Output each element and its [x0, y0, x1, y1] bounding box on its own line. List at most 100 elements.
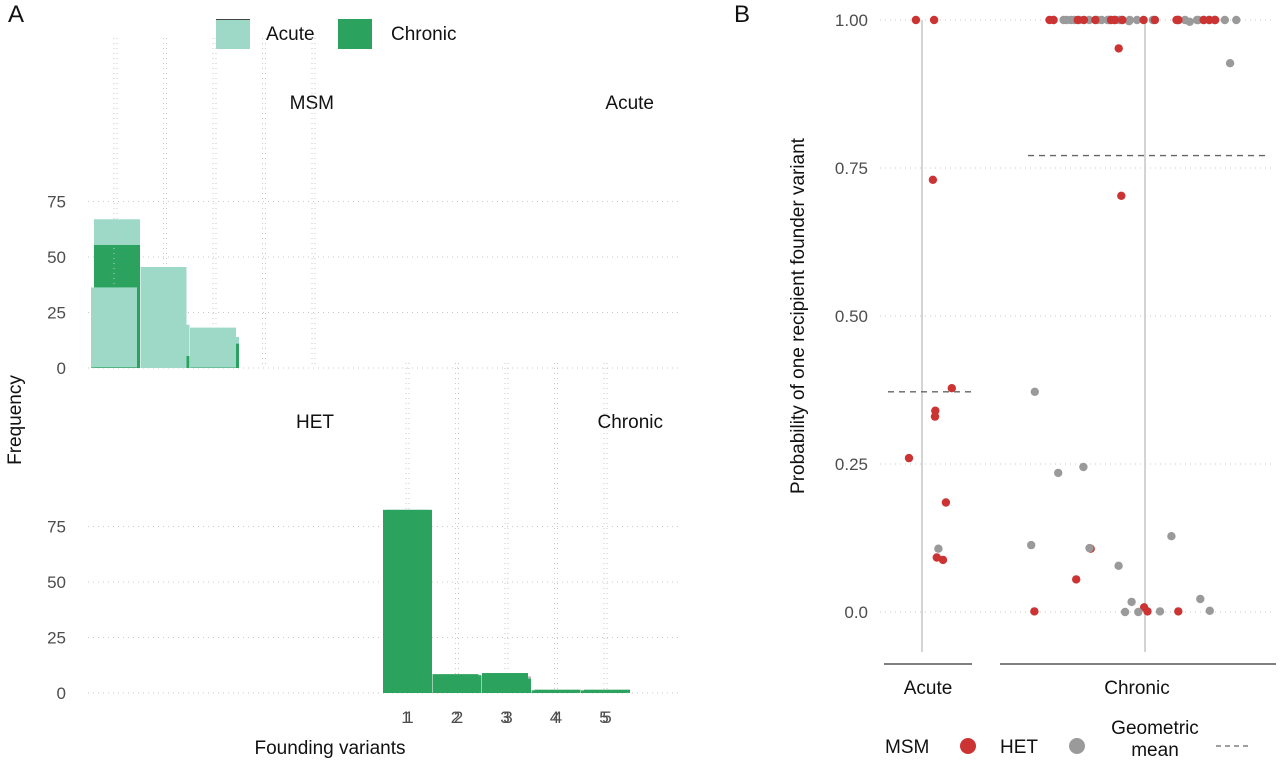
x-tick-label-chronic-1: 1 [401, 708, 410, 727]
point-chronic-msm-43 [1079, 15, 1089, 25]
point-chronic-msm-34 [1139, 15, 1148, 25]
panel-b-y-tick-label-0: 0.0 [844, 603, 868, 622]
x-tick-label-het-4: 4 [553, 708, 562, 727]
point-chronic-het-67 [1134, 607, 1143, 617]
point-chronic-het-47 [1225, 59, 1235, 68]
point-chronic-het-7 [1192, 15, 1202, 25]
bar-chronic-chronic-2 [432, 674, 479, 693]
bar-acute-acute-2 [140, 266, 187, 368]
legend-msm-marker [960, 738, 976, 754]
point-chronic-het-59 [1127, 597, 1136, 607]
point-chronic-msm-63 [1174, 607, 1183, 616]
y-tick-label-het-75: 75 [47, 518, 66, 537]
point-chronic-msm-42 [1174, 15, 1183, 25]
point-chronic-msm-57 [1072, 575, 1081, 584]
point-chronic-het-49 [1030, 387, 1040, 396]
point-acute-msm-8 [941, 498, 951, 507]
point-chronic-msm-65 [1143, 607, 1152, 616]
point-chronic-het-27 [1124, 17, 1134, 26]
point-chronic-het-52 [1167, 532, 1176, 541]
facet-label-het: HET [296, 412, 334, 433]
panel-b-y-tick-label-3: 0.75 [835, 159, 868, 178]
x-tick-label-het-1: 1 [404, 708, 413, 727]
point-chronic-het-53 [1027, 540, 1036, 550]
point-chronic-msm-46 [1114, 44, 1123, 53]
point-chronic-msm-33 [1091, 15, 1100, 25]
point-chronic-msm-32 [1199, 15, 1208, 25]
panel-a-label: A [8, 1, 24, 28]
legend-het-label: HET [1000, 737, 1038, 758]
point-chronic-het-56 [1114, 561, 1123, 570]
point-acute-msm-2 [911, 15, 921, 25]
facet-label-chronic: Chronic [598, 412, 663, 433]
point-acute-msm-7 [904, 453, 914, 463]
point-acute-msm-10 [938, 555, 948, 565]
y-tick-label-het-0: 0 [57, 684, 66, 703]
point-chronic-msm-39 [1045, 15, 1054, 25]
panel-b-y-tick-label-1: 0.25 [835, 455, 868, 474]
legend-chronic-swatch [338, 19, 372, 49]
panel-b-y-tick-label-2: 0.50 [835, 307, 868, 326]
point-chronic-het-22 [1059, 15, 1068, 25]
point-chronic-het-16 [1220, 15, 1230, 25]
panel-b-group-label-chronic: Chronic [1104, 678, 1169, 699]
panel-a-legend: Acute Chronic [216, 19, 456, 49]
y-tick-label-het-25: 25 [47, 629, 66, 648]
point-acute-msm-1 [929, 15, 939, 25]
panel-a-y-axis-label: Frequency [5, 375, 26, 465]
point-chronic-het-55 [1085, 543, 1094, 553]
point-chronic-msm-30 [1118, 15, 1127, 25]
x-tick-label-chronic-2: 2 [451, 708, 460, 727]
x-tick-label-het-3: 3 [503, 708, 512, 727]
point-chronic-het-66 [1120, 607, 1130, 617]
panel-a-x-axis-label: Founding variants [254, 738, 405, 759]
point-acute-het-11 [934, 544, 943, 553]
bar-chronic-chronic-3 [482, 673, 528, 693]
point-chronic-msm-35 [1205, 15, 1214, 25]
point-chronic-msm-64 [1030, 607, 1039, 616]
legend-chronic-label: Chronic [391, 24, 456, 45]
x-tick-label-het-5: 5 [602, 708, 611, 727]
panel-b-y-tick-label-4: 1.00 [835, 11, 868, 30]
panel-b-legend: MSM HET Geometric mean [885, 718, 1251, 761]
x-tick-label-chronic-4: 4 [550, 708, 559, 727]
legend-geometric-mean-label: Geometric mean [1111, 718, 1199, 761]
point-chronic-het-51 [1054, 468, 1063, 478]
point-chronic-het-50 [1079, 462, 1088, 472]
legend-het-marker [1069, 738, 1085, 754]
y-tick-label-het-50: 50 [47, 573, 66, 592]
y-tick-label-msm-0: 0 [57, 359, 66, 378]
bar-acute-acute-3 [190, 327, 236, 368]
point-chronic-msm-29 [1073, 15, 1083, 25]
point-chronic-het-58 [1196, 594, 1205, 604]
point-chronic-msm-38 [1150, 15, 1160, 25]
legend-acute-label: Acute [266, 24, 315, 45]
point-chronic-het-28 [1185, 17, 1194, 26]
bar-chronic-chronic-4 [531, 690, 578, 693]
point-chronic-het-26 [1232, 15, 1241, 25]
point-chronic-het-25 [1132, 15, 1142, 25]
point-chronic-het-62 [1155, 607, 1165, 616]
legend-msm-label: MSM [885, 737, 929, 758]
point-chronic-msm-45 [1110, 15, 1120, 25]
bar-chronic-chronic-1 [383, 509, 429, 693]
point-acute-msm-3 [928, 175, 938, 184]
x-tick-label-chronic-3: 3 [500, 708, 509, 727]
point-acute-msm-6 [930, 412, 940, 421]
panel-b-label: B [734, 1, 750, 28]
bar-acute-acute-1 [91, 287, 137, 368]
bar-chronic-chronic-5 [581, 690, 627, 693]
x-tick-label-het-2: 2 [454, 708, 463, 727]
bar-msm-acute-1 [94, 219, 140, 245]
legend-acute-swatch [216, 19, 250, 49]
facet-label-acute: Acute [605, 93, 654, 114]
y-tick-label-msm-25: 25 [47, 304, 66, 323]
y-tick-label-msm-50: 50 [47, 248, 66, 267]
bar-acute-chronic-1 [91, 367, 137, 368]
y-tick-label-msm-75: 75 [47, 193, 66, 212]
point-chronic-msm-48 [1117, 191, 1126, 200]
panel-b-group-label-acute: Acute [904, 678, 953, 699]
panel-b-y-axis-label: Probability of one recipient founder var… [788, 137, 809, 494]
